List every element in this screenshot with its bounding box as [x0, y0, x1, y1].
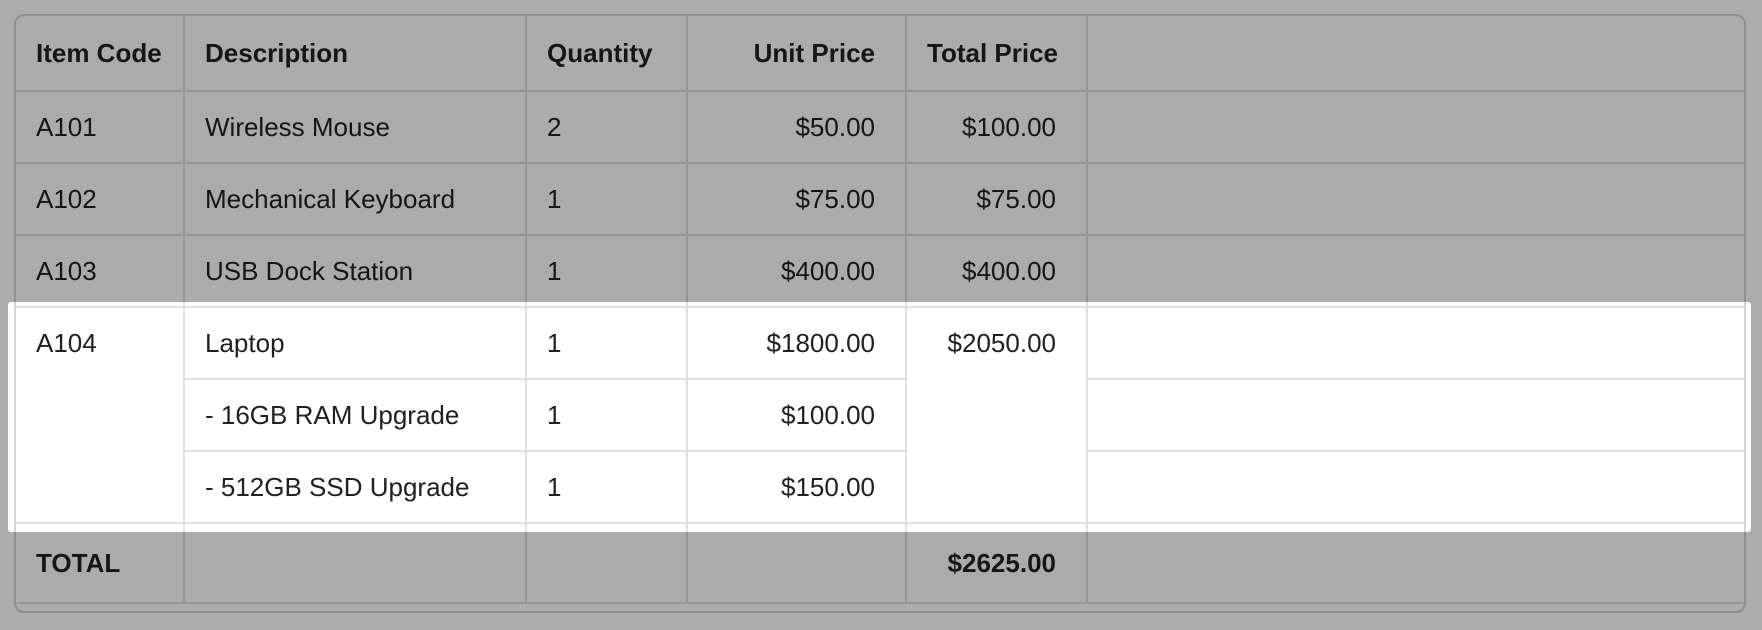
table-row-a104-laptop[interactable]: A104 Laptop 1 $1800.00 $2050.00: [16, 307, 1744, 524]
cell-blank: [1087, 451, 1744, 524]
cell-item-code: A101: [16, 91, 185, 164]
cell-blank-unit-price: [687, 523, 907, 604]
column-header-unit-price: Unit Price: [687, 16, 907, 92]
invoice-items-table: Item Code Description Quantity Unit Pric…: [16, 16, 1744, 604]
grand-total-value: $2625.00: [906, 523, 1088, 604]
cell-blank: [1087, 91, 1744, 164]
cell-quantity: 1: [526, 451, 688, 524]
table-row-a102[interactable]: A102 Mechanical Keyboard 1 $75.00 $75.00: [16, 163, 1744, 236]
table-row-a101[interactable]: A101 Wireless Mouse 2 $50.00 $100.00: [16, 91, 1744, 164]
cell-blank: [1087, 235, 1744, 308]
cell-description: Wireless Mouse: [184, 91, 527, 164]
cell-item-code: A103: [16, 235, 185, 308]
invoice-table-card: Item Code Description Quantity Unit Pric…: [14, 14, 1746, 613]
cell-description: - 16GB RAM Upgrade: [184, 379, 527, 452]
cell-quantity: 1: [526, 307, 688, 380]
cell-total-price: $100.00: [906, 91, 1088, 164]
cell-blank: [1087, 523, 1744, 604]
cell-unit-price: $50.00: [687, 91, 907, 164]
cell-blank: [1087, 379, 1744, 452]
column-header-quantity: Quantity: [526, 16, 688, 92]
cell-quantity: 1: [526, 235, 688, 308]
cell-total-price: $400.00: [906, 235, 1088, 308]
column-header-item-code: Item Code: [16, 16, 185, 92]
cell-blank-quantity: [526, 523, 688, 604]
cell-item-code: A102: [16, 163, 185, 236]
cell-blank: [1087, 307, 1744, 380]
cell-description: Laptop: [184, 307, 527, 380]
table-row-a103[interactable]: A103 USB Dock Station 1 $400.00 $400.00: [16, 235, 1744, 308]
table-row-a104-ssd-upgrade[interactable]: - 512GB SSD Upgrade 1 $150.00: [16, 451, 1744, 524]
cell-item-code-a104: A104: [16, 307, 185, 524]
cell-description: USB Dock Station: [184, 235, 527, 308]
table-row-a104-ram-upgrade[interactable]: - 16GB RAM Upgrade 1 $100.00: [16, 379, 1744, 452]
cell-unit-price: $75.00: [687, 163, 907, 236]
cell-unit-price: $400.00: [687, 235, 907, 308]
cell-blank-description: [184, 523, 527, 604]
table-header-row: Item Code Description Quantity Unit Pric…: [16, 16, 1744, 92]
cell-total-price: $75.00: [906, 163, 1088, 236]
cell-quantity: 1: [526, 163, 688, 236]
cell-unit-price: $150.00: [687, 451, 907, 524]
cell-unit-price: $1800.00: [687, 307, 907, 380]
column-header-total-price: Total Price: [906, 16, 1088, 92]
cell-description: - 512GB SSD Upgrade: [184, 451, 527, 524]
column-header-blank: [1087, 16, 1744, 92]
cell-quantity: 2: [526, 91, 688, 164]
table-total-row: TOTAL $2625.00: [16, 523, 1744, 604]
total-label: TOTAL: [16, 523, 185, 604]
cell-quantity: 1: [526, 379, 688, 452]
cell-blank: [1087, 163, 1744, 236]
cell-total-price-a104: $2050.00: [906, 307, 1088, 524]
cell-unit-price: $100.00: [687, 379, 907, 452]
cell-description: Mechanical Keyboard: [184, 163, 527, 236]
column-header-description: Description: [184, 16, 527, 92]
